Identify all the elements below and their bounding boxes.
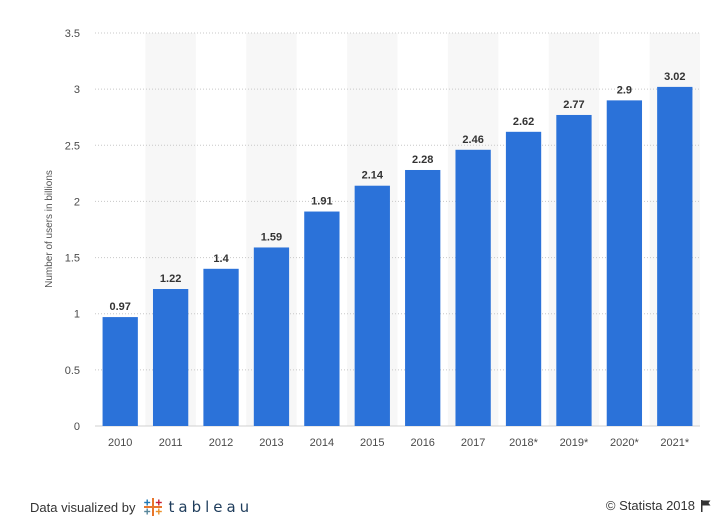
value-label-2011: 1.22 — [160, 273, 181, 285]
x-tick-2013: 2013 — [259, 437, 283, 449]
y-tick-2.5: 2.5 — [65, 140, 80, 152]
bar-2018* — [505, 131, 542, 426]
value-label-2016: 2.28 — [412, 154, 433, 166]
x-tick-2016: 2016 — [410, 437, 434, 449]
value-label-2018*: 2.62 — [513, 116, 534, 128]
bar-2015 — [354, 185, 390, 426]
x-tick-2014: 2014 — [310, 437, 334, 449]
y-tick-1: 1 — [74, 309, 80, 321]
value-label-2017: 2.46 — [462, 134, 483, 146]
data-visualized-by-text: Data visualized by — [30, 499, 136, 515]
flag-icon — [701, 499, 711, 512]
value-label-2019*: 2.77 — [563, 99, 584, 111]
bar-2011 — [152, 289, 189, 426]
y-tick-3.5: 3.5 — [65, 28, 80, 40]
statista-credit[interactable]: © Statista 2018 — [606, 498, 711, 513]
x-tick-2010: 2010 — [108, 437, 132, 449]
x-tick-2021*: 2021* — [660, 437, 689, 449]
footer: Data visualized by tableau © Statista 20… — [0, 493, 725, 518]
value-label-2010: 0.97 — [109, 301, 130, 313]
bar-chart: 0.97 1.22 1.4 1.59 1.91 2.14 2.28 2.46 2.62 2.77 2… — [44, 28, 700, 449]
value-label-2014: 1.91 — [311, 196, 332, 208]
bar-2017 — [455, 149, 491, 426]
bar-2016 — [405, 169, 441, 426]
x-tick-2011: 2011 — [159, 437, 183, 449]
tableau-wordmark: tableau — [168, 498, 254, 516]
x-axis-ticks: 2010 2011 2012 2013 2014 2015 2016 2017 2018* 201… — [108, 437, 690, 449]
y-axis-ticks: 0 0.5 1 1.5 2 2.5 3 3.5 — [65, 28, 80, 433]
value-label-2021*: 3.02 — [664, 71, 685, 83]
y-tick-2: 2 — [74, 196, 80, 208]
x-tick-2017: 2017 — [461, 437, 485, 449]
bars — [102, 86, 693, 427]
y-tick-0: 0 — [74, 421, 80, 433]
copyright-text: © Statista 2018 — [605, 498, 695, 513]
y-axis-title: Number of users in billions — [44, 170, 55, 288]
bar-2019* — [556, 114, 592, 427]
value-label-2012: 1.4 — [213, 253, 229, 265]
gridlines — [95, 32, 700, 427]
bar-2012 — [203, 268, 239, 426]
tableau-credit[interactable]: Data visualized by tableau — [30, 496, 253, 518]
bar-2021* — [657, 86, 693, 426]
value-label-2020*: 2.9 — [617, 84, 632, 96]
y-tick-1.5: 1.5 — [65, 253, 80, 265]
y-tick-0.5: 0.5 — [65, 365, 80, 377]
value-label-2013: 1.59 — [261, 231, 282, 243]
bar-2014 — [304, 211, 340, 426]
x-tick-2015: 2015 — [360, 437, 384, 449]
y-tick-3: 3 — [74, 84, 80, 96]
bar-2010 — [102, 317, 138, 426]
x-tick-2019*: 2019* — [560, 437, 589, 449]
x-tick-2020*: 2020* — [610, 437, 639, 449]
value-labels: 0.97 1.22 1.4 1.59 1.91 2.14 2.28 2.46 2.62 2.77 2… — [109, 71, 685, 313]
bar-2020* — [606, 100, 643, 426]
bar-2013 — [253, 247, 290, 426]
value-label-2015: 2.14 — [362, 170, 384, 182]
x-tick-2018*: 2018* — [509, 437, 538, 449]
x-tick-2012: 2012 — [209, 437, 233, 449]
tableau-logo-icon — [143, 498, 162, 516]
